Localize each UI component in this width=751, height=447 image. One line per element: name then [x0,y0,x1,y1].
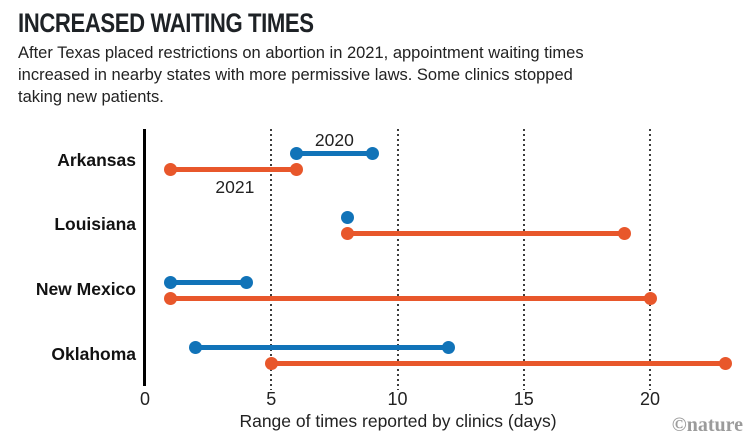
x-tick-label-20: 20 [639,389,661,409]
series-label-2021: 2021 [215,177,255,197]
range-endpoint-dot [189,340,202,354]
louisiana-2021-range [340,226,632,240]
range-endpoint-dot [239,275,253,289]
new-mexico-2021-range [163,291,657,305]
nature-credit: ©nature [671,414,743,436]
subtitle-line-2: increased in nearby states with more per… [18,66,573,84]
range-endpoint-dot [719,356,733,370]
subtitle-line-3: taking new patients. [18,88,164,106]
x-tick-label-10: 10 [387,389,408,409]
gridline-5 [270,129,273,390]
category-label-oklahoma: Oklahoma [51,344,136,364]
oklahoma-2020-range [189,340,455,354]
x-axis-label: Range of times reported by clinics (days… [239,411,557,431]
arkansas-2020-range [290,146,379,160]
range-endpoint-dot [290,162,303,176]
y-axis-line [143,129,146,386]
range-endpoint-dot [618,226,632,240]
range-endpoint-dot [163,162,177,176]
chart-title: INCREASED WAITING TIMES [18,8,314,38]
new-mexico-2020-range [163,275,253,289]
range-line [169,279,247,285]
gridline-15 [522,129,525,390]
x-tick-label-5: 5 [266,389,277,409]
chart-subtitle: After Texas placed restrictions on abort… [18,42,584,108]
gridline-10 [396,129,399,390]
gridline-20 [649,129,651,390]
range-endpoint-dot [340,226,354,240]
range-endpoint-dot [163,291,177,305]
arkansas-2021-range [163,162,303,176]
oklahoma-2021-range [264,356,733,370]
range-line [270,360,727,366]
range-endpoint-dot [441,340,455,354]
category-label-arkansas: Arkansas [57,150,136,170]
range-endpoint-dot [264,356,278,370]
range-endpoint-dot [643,291,657,305]
louisiana-2020-range [340,210,354,224]
range-endpoint-dot [365,146,379,160]
x-tick-label-15: 15 [513,389,534,409]
range-endpoint-dot [163,275,177,289]
x-tick-label-0: 0 [139,389,150,409]
range-endpoint-dot [290,146,303,160]
range-line [195,344,449,350]
subtitle-line-1: After Texas placed restrictions on abort… [18,44,584,62]
range-line [169,295,651,301]
range-endpoint-dot [340,210,354,224]
category-label-new-mexico: New Mexico [35,279,136,299]
range-line [296,150,373,156]
series-label-2020: 2020 [314,130,354,150]
range-line [346,230,626,236]
range-line [169,166,297,172]
category-label-louisiana: Louisiana [54,214,136,234]
